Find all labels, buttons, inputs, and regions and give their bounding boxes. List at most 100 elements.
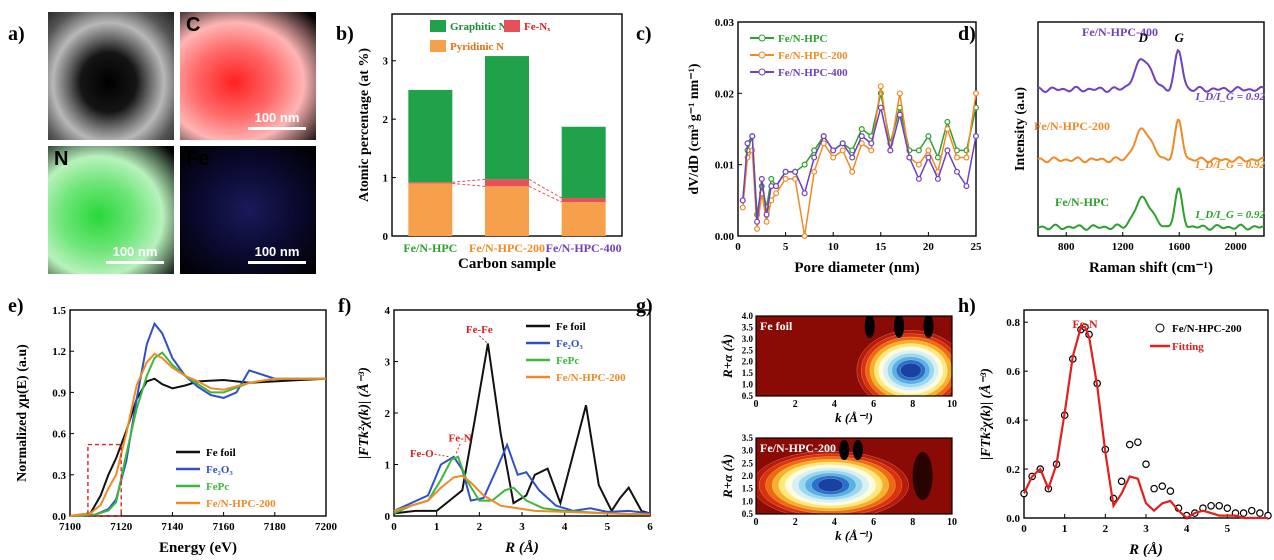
- element-label-fe: Fe: [186, 148, 210, 170]
- bar-graphitic-n: [561, 126, 606, 199]
- pore-point: [758, 175, 765, 182]
- panel-letter: c): [636, 23, 652, 45]
- xanes-line: [69, 377, 327, 517]
- x-axis-title: R (Å): [504, 540, 539, 556]
- contour-peak: [912, 452, 933, 500]
- x-tick-label: 5: [1225, 523, 1231, 535]
- category-label: Fe/N-HPC-400: [546, 241, 622, 255]
- bar-pyridinic-n: [485, 186, 529, 236]
- legend-label: Fitting: [1172, 341, 1204, 353]
- xanes-line: [69, 352, 326, 517]
- y-tick-label: 0: [385, 511, 391, 523]
- y-tick-label: 2: [385, 408, 391, 420]
- pore-point: [925, 147, 932, 154]
- pore-point: [868, 147, 875, 154]
- plot-frame: [1023, 309, 1269, 519]
- pore-point: [739, 197, 746, 204]
- series-label: Fe/N-HPC-200: [1034, 119, 1110, 133]
- y-tick-label: 0.00: [715, 231, 735, 243]
- measured-point: [1117, 477, 1126, 486]
- y-tick-label: 3.0: [742, 446, 754, 456]
- measured-point: [1158, 482, 1167, 490]
- pore-point: [782, 175, 789, 182]
- y-tick-label: 0.0: [52, 511, 66, 523]
- haadf-image: [48, 12, 174, 140]
- zoom-box: [87, 443, 122, 517]
- pore-point: [763, 211, 770, 218]
- pore-point: [782, 168, 789, 175]
- y-tick-label: 2.5: [742, 345, 754, 355]
- pore-point: [963, 183, 970, 190]
- panel-letter: d): [958, 23, 976, 45]
- x-tick-label: 3: [1143, 523, 1149, 535]
- x-tick-label: 7100: [59, 521, 82, 533]
- scale-bar: 100 nm: [106, 244, 164, 264]
- y-tick-label: 0.01: [715, 160, 734, 172]
- legend-marker: [758, 51, 766, 59]
- x-tick-label: 7200: [315, 521, 338, 533]
- y-tick-label: 4.0: [742, 311, 754, 321]
- connector-line: [528, 178, 562, 199]
- pore-point: [887, 147, 894, 154]
- pore-point: [811, 154, 818, 161]
- y-axis-title: |FTk²χ(k)| (Å⁻³): [356, 367, 372, 459]
- pore-point: [754, 225, 761, 232]
- y-tick-label: 4: [385, 305, 391, 317]
- x-tick-label: 1: [434, 521, 440, 533]
- measured-point: [1207, 501, 1215, 510]
- pore-point: [972, 133, 979, 140]
- pore-point: [768, 175, 775, 182]
- exafs-line: [393, 474, 651, 516]
- legend-label: Graphitic N: [450, 21, 507, 33]
- contour-band: [900, 362, 922, 378]
- x-tick-label: 6: [871, 517, 876, 528]
- connector-line: [452, 178, 486, 183]
- pore-point: [944, 125, 951, 132]
- legend-label: Fe/N-HPC-400: [778, 67, 848, 79]
- measured-point: [1150, 484, 1158, 493]
- legend-label: FePc: [206, 481, 229, 493]
- map-title: Fe foil: [760, 319, 793, 333]
- legend-marker: [758, 68, 766, 76]
- annotation-leader: [434, 453, 450, 458]
- y-tick-label: 0.4: [1006, 415, 1020, 427]
- plot-frame: [1037, 21, 1265, 237]
- x-tick-label: 10: [947, 517, 957, 528]
- contour-peak: [894, 316, 905, 338]
- y-tick-label: 0.02: [715, 88, 735, 100]
- pore-point: [972, 90, 979, 97]
- x-tick-label: 20: [923, 241, 935, 253]
- raman-spectrum: [1037, 48, 1265, 94]
- pore-point: [792, 168, 799, 175]
- y-tick-label: 0.6: [1006, 366, 1020, 378]
- measured-point: [1256, 509, 1264, 517]
- y-tick-label: 0.6: [52, 429, 66, 441]
- measured-point: [1239, 509, 1248, 517]
- x-tick-label: 6: [871, 399, 876, 410]
- pore-point: [953, 154, 960, 161]
- pore-point: [830, 147, 837, 154]
- y-tick-label: 0.9: [52, 387, 66, 399]
- scale-bar: 100 nm: [248, 110, 306, 130]
- measured-point: [1215, 501, 1224, 510]
- x-tick-label: 2: [1103, 523, 1109, 535]
- x-tick-label: 7180: [264, 521, 287, 533]
- y-tick-label: 0.3: [52, 470, 66, 482]
- x-tick-label: 1600: [1168, 241, 1191, 253]
- y-tick-label: 1.5: [742, 484, 754, 494]
- pore-point: [739, 204, 746, 211]
- pore-point: [763, 218, 770, 225]
- x-axis-title: Carbon sample: [458, 256, 556, 272]
- y-tick-label: 2: [383, 114, 389, 126]
- pore-point: [801, 233, 808, 240]
- legend-label: Fe foil: [556, 321, 586, 333]
- pore-point: [934, 175, 941, 182]
- bar-pyridinic-n: [408, 183, 453, 236]
- carbon-map: C 100 nm: [180, 12, 316, 140]
- x-tick-label: 7120: [110, 521, 133, 533]
- element-label-c: C: [186, 14, 201, 36]
- panel-letter: e): [8, 295, 24, 317]
- fit-line: [1023, 326, 1268, 520]
- y-tick-label: 1.0: [742, 496, 754, 506]
- legend-swatch: [430, 40, 446, 52]
